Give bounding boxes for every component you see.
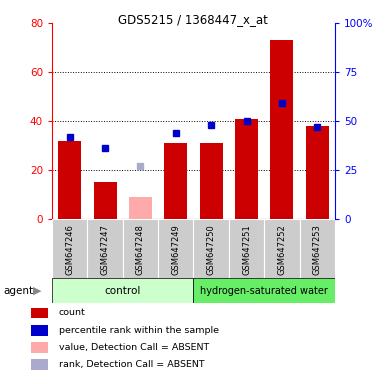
Text: GSM647250: GSM647250 [207,224,216,275]
Text: control: control [105,286,141,296]
Bar [129,197,152,219]
Text: GSM647249: GSM647249 [171,224,180,275]
Bar [193,278,335,303]
Bar [31,325,48,336]
Bar [229,219,264,280]
Text: GSM647246: GSM647246 [65,224,74,275]
Bar [158,219,193,280]
Text: agent: agent [4,286,34,296]
Text: percentile rank within the sample: percentile rank within the sample [59,326,219,335]
Text: hydrogen-saturated water: hydrogen-saturated water [200,286,328,296]
Text: rank, Detection Call = ABSENT: rank, Detection Call = ABSENT [59,360,204,369]
Bar [164,143,187,219]
Bar [200,143,223,219]
Bar [31,342,48,353]
Text: ▶: ▶ [33,286,41,296]
Bar [31,359,48,370]
Bar [87,219,123,280]
Text: GSM647251: GSM647251 [242,224,251,275]
Bar [306,126,329,219]
Bar [52,278,193,303]
Bar [270,40,293,219]
Text: GSM647247: GSM647247 [100,224,110,275]
Text: GSM647252: GSM647252 [277,224,286,275]
Bar [52,219,87,280]
Bar [58,141,81,219]
Text: value, Detection Call = ABSENT: value, Detection Call = ABSENT [59,343,209,352]
Text: GSM647253: GSM647253 [313,224,322,275]
Bar [193,219,229,280]
Bar [123,219,158,280]
Text: count: count [59,308,85,318]
Bar [235,119,258,219]
Text: GDS5215 / 1368447_x_at: GDS5215 / 1368447_x_at [117,13,268,26]
Bar [264,219,300,280]
Bar [300,219,335,280]
Bar [94,182,117,219]
Text: GSM647248: GSM647248 [136,224,145,275]
Bar [31,308,48,318]
